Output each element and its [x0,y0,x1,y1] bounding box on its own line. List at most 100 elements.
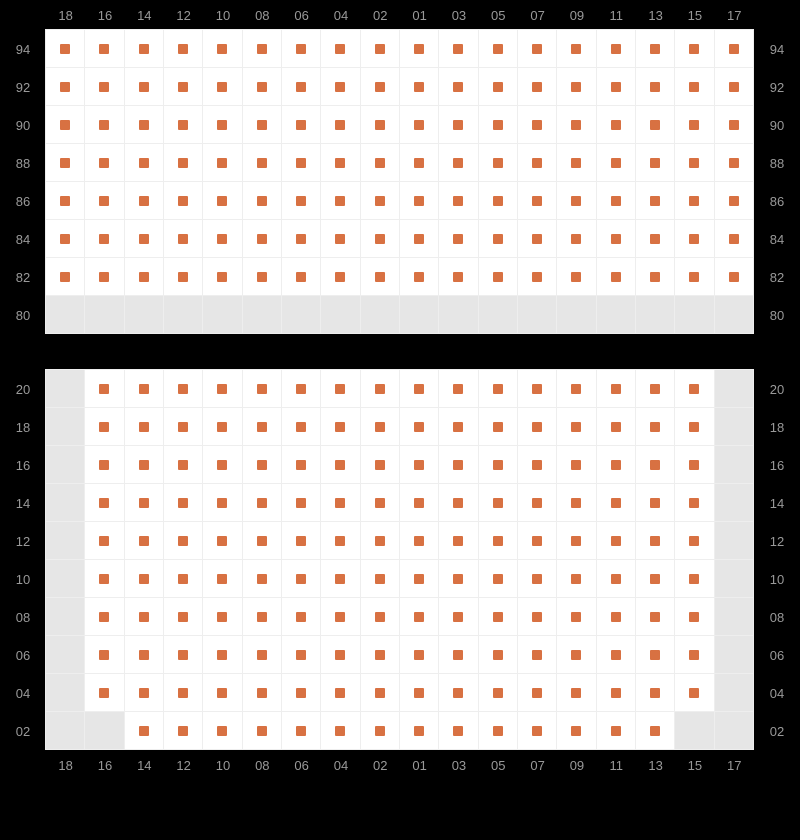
seat-cell[interactable] [596,673,636,712]
seat-cell[interactable] [360,597,400,636]
seat-cell[interactable] [124,29,164,68]
seat-cell[interactable] [438,369,478,408]
seat-cell[interactable] [438,143,478,182]
seat-cell[interactable] [556,483,596,522]
seat-cell[interactable] [399,181,439,220]
seat-cell[interactable] [202,181,242,220]
seat-cell[interactable] [84,105,124,144]
seat-cell[interactable] [714,257,754,296]
seat-cell[interactable] [84,521,124,560]
seat-cell[interactable] [242,673,282,712]
seat-cell[interactable] [124,711,164,750]
seat-cell[interactable] [242,105,282,144]
seat-cell[interactable] [714,219,754,258]
seat-cell[interactable] [242,711,282,750]
seat-cell[interactable] [163,29,203,68]
seat-cell[interactable] [635,257,675,296]
seat-cell[interactable] [478,105,518,144]
seat-cell[interactable] [635,369,675,408]
seat-cell[interactable] [517,483,557,522]
seat-cell[interactable] [399,559,439,598]
seat-cell[interactable] [320,29,360,68]
seat-cell[interactable] [163,67,203,106]
seat-cell[interactable] [635,29,675,68]
seat-cell[interactable] [399,673,439,712]
seat-cell[interactable] [478,673,518,712]
seat-cell[interactable] [202,29,242,68]
seat-cell[interactable] [438,181,478,220]
seat-cell[interactable] [202,219,242,258]
seat-cell[interactable] [556,635,596,674]
seat-cell[interactable] [635,105,675,144]
seat-cell[interactable] [320,143,360,182]
seat-cell[interactable] [242,67,282,106]
seat-cell[interactable] [556,559,596,598]
seat-cell[interactable] [438,559,478,598]
seat-cell[interactable] [360,257,400,296]
seat-cell[interactable] [596,635,636,674]
seat-cell[interactable] [517,29,557,68]
seat-cell[interactable] [242,521,282,560]
seat-cell[interactable] [674,143,714,182]
seat-cell[interactable] [478,635,518,674]
seat-cell[interactable] [163,257,203,296]
seat-cell[interactable] [360,635,400,674]
seat-cell[interactable] [242,483,282,522]
seat-cell[interactable] [320,257,360,296]
seat-cell[interactable] [202,521,242,560]
seat-cell[interactable] [674,445,714,484]
seat-cell[interactable] [163,143,203,182]
seat-cell[interactable] [635,445,675,484]
seat-cell[interactable] [84,67,124,106]
seat-cell[interactable] [438,597,478,636]
seat-cell[interactable] [674,181,714,220]
seat-cell[interactable] [124,521,164,560]
seat-cell[interactable] [360,67,400,106]
seat-cell[interactable] [202,711,242,750]
seat-cell[interactable] [674,597,714,636]
seat-cell[interactable] [635,407,675,446]
seat-cell[interactable] [596,597,636,636]
seat-cell[interactable] [163,181,203,220]
seat-cell[interactable] [674,559,714,598]
seat-cell[interactable] [596,711,636,750]
seat-cell[interactable] [517,711,557,750]
seat-cell[interactable] [596,181,636,220]
seat-cell[interactable] [84,597,124,636]
seat-cell[interactable] [124,483,164,522]
seat-cell[interactable] [281,67,321,106]
seat-cell[interactable] [242,369,282,408]
seat-cell[interactable] [320,559,360,598]
seat-cell[interactable] [517,105,557,144]
seat-cell[interactable] [714,105,754,144]
seat-cell[interactable] [124,559,164,598]
seat-cell[interactable] [556,257,596,296]
seat-cell[interactable] [635,521,675,560]
seat-cell[interactable] [399,597,439,636]
seat-cell[interactable] [517,597,557,636]
seat-cell[interactable] [438,67,478,106]
seat-cell[interactable] [635,483,675,522]
seat-cell[interactable] [124,105,164,144]
seat-cell[interactable] [438,445,478,484]
seat-cell[interactable] [517,67,557,106]
seat-cell[interactable] [399,445,439,484]
seat-cell[interactable] [163,407,203,446]
seat-cell[interactable] [635,597,675,636]
seat-cell[interactable] [163,219,203,258]
seat-cell[interactable] [674,67,714,106]
seat-cell[interactable] [556,711,596,750]
seat-cell[interactable] [242,407,282,446]
seat-cell[interactable] [360,711,400,750]
seat-cell[interactable] [438,635,478,674]
seat-cell[interactable] [635,219,675,258]
seat-cell[interactable] [360,29,400,68]
seat-cell[interactable] [635,711,675,750]
seat-cell[interactable] [320,219,360,258]
seat-cell[interactable] [556,673,596,712]
seat-cell[interactable] [674,483,714,522]
seat-cell[interactable] [163,673,203,712]
seat-cell[interactable] [281,445,321,484]
seat-cell[interactable] [596,219,636,258]
seat-cell[interactable] [84,29,124,68]
